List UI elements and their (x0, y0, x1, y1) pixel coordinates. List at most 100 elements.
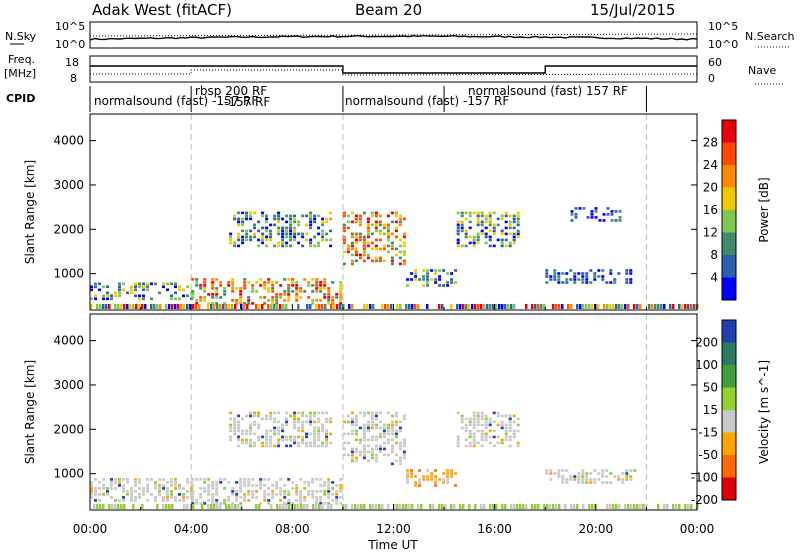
scatter-cell-2 (317, 226, 321, 230)
scatter-cell-4 (430, 478, 434, 481)
scatter-cell-3 (394, 423, 398, 427)
scatter-cell-2 (285, 226, 289, 230)
scatter-cell-5 (476, 441, 480, 445)
scatter-cell-2 (329, 432, 333, 436)
scatter-cell-0 (190, 487, 193, 490)
scatter-cell-1 (275, 481, 279, 484)
ground-cell (345, 504, 348, 509)
scatter-cell-0 (134, 484, 137, 487)
scatter-cell-5 (504, 426, 508, 430)
scatter-cell-2 (273, 214, 277, 218)
scatter-cell-3 (390, 450, 394, 454)
scatter-cell-5 (492, 435, 496, 439)
scatter-cell-0 (134, 282, 137, 286)
scatter-cell-3 (386, 411, 390, 415)
scatter-cell-3 (342, 226, 346, 230)
scatter-cell-5 (512, 414, 516, 418)
scatter-cell-5 (488, 417, 492, 421)
scatter-cell-3 (394, 253, 398, 257)
scatter-cell-2 (297, 232, 301, 236)
ground-cell (186, 304, 189, 309)
scatter-cell-1 (295, 493, 299, 496)
time-axis-label: Time UT (367, 538, 418, 552)
scatter-cell-1 (311, 278, 315, 281)
scatter-cell-1 (191, 484, 195, 487)
scatter-cell-1 (275, 296, 279, 299)
scatter-cell-2 (329, 244, 333, 248)
ground-cell (609, 304, 612, 309)
ground-cell (573, 504, 576, 509)
scatter-cell-1 (227, 499, 231, 502)
scatter-cell-3 (354, 432, 358, 436)
scatter-cell-1 (311, 302, 315, 305)
scatter-cell-5 (456, 211, 460, 215)
scatter-cell-2 (301, 244, 305, 248)
scatter-cell-0 (98, 487, 101, 490)
scatter-cell-1 (287, 499, 291, 502)
scatter-cell-5 (488, 420, 492, 424)
scatter-cell-0 (146, 484, 149, 487)
ground-cell (381, 304, 384, 309)
scatter-cell-2 (309, 244, 313, 248)
freq-unit-label: [MHz] (4, 67, 36, 80)
ground-cell (321, 304, 324, 309)
scatter-cell-5 (476, 211, 480, 215)
scatter-cell-2 (269, 417, 273, 421)
scatter-cell-2 (305, 238, 309, 242)
scatter-cell-5 (512, 217, 516, 221)
scatter-cell-3 (390, 259, 394, 263)
scatter-cell-1 (271, 496, 275, 499)
scatter-cell-2 (313, 432, 317, 436)
colorbar-tick-4: -15 (698, 426, 718, 440)
scatter-cell-1 (215, 484, 219, 487)
scatter-cell-2 (317, 241, 321, 245)
scatter-cell-0 (98, 288, 101, 292)
scatter-cell-1 (323, 490, 327, 493)
scatter-cell-3 (362, 456, 366, 460)
scatter-cell-5 (504, 244, 508, 248)
scatter-cell-3 (390, 241, 394, 245)
scatter-cell-2 (249, 429, 253, 433)
scatter-cell-6 (577, 272, 581, 275)
freq-label: Freq. (8, 53, 35, 66)
ground-cell (312, 504, 315, 509)
scatter-cell-6 (625, 478, 629, 481)
scatter-cell-1 (287, 290, 291, 293)
scatter-cell-6 (585, 278, 589, 281)
scatter-cell-1 (335, 493, 339, 496)
scatter-cell-1 (199, 502, 203, 505)
scatter-cell-3 (354, 447, 358, 451)
scatter-cell-0 (170, 496, 173, 499)
scatter-cell-4 (414, 269, 418, 272)
ground-cell (114, 504, 117, 509)
scatter-cell-1 (307, 481, 311, 484)
scatter-cell-1 (195, 284, 199, 287)
scatter-cell-2 (257, 438, 261, 442)
scatter-cell-2 (285, 417, 289, 421)
scatter-cell-3 (398, 214, 402, 218)
scatter-cell-1 (279, 293, 283, 296)
scatter-cell-5 (512, 420, 516, 424)
scatter-cell-5 (500, 229, 504, 233)
scatter-cell-4 (406, 469, 410, 472)
colorbar-swatch-5 (722, 432, 736, 456)
ground-cell (516, 504, 519, 509)
scatter-cell-2 (249, 214, 253, 218)
scatter-cell-2 (301, 441, 305, 445)
ground-cell (579, 304, 582, 309)
scatter-cell-0 (150, 493, 153, 496)
scatter-cell-3 (358, 426, 362, 430)
scatter-cell-5 (508, 244, 512, 248)
scatter-cell-3 (366, 459, 370, 463)
scatter-cell-3 (370, 456, 374, 460)
scatter-cell-5 (464, 211, 468, 215)
scatter-cell-0 (122, 484, 125, 487)
colorbar-swatch-0 (722, 320, 736, 343)
scatter-cell-1 (287, 493, 291, 496)
ground-cell (393, 504, 396, 509)
scatter-cell-1 (203, 502, 207, 505)
scatter-cell-1 (335, 499, 339, 502)
scatter-cell-2 (293, 220, 297, 224)
scatter-cell-3 (398, 238, 402, 242)
